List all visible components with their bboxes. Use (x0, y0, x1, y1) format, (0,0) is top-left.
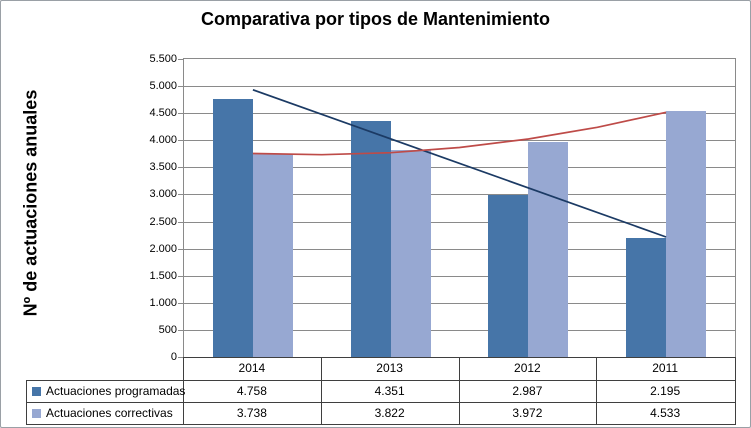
y-tick-mark (178, 329, 183, 331)
y-tick-mark (178, 248, 183, 250)
gridline (184, 140, 735, 142)
table-border-line (183, 357, 184, 425)
y-tick-mark (178, 86, 183, 88)
gridline (184, 302, 735, 304)
y-tick-label: 3.500 (149, 161, 177, 174)
bar-actuaciones-correctivas-2013 (390, 149, 431, 357)
table-value-cell: 4.533 (650, 406, 681, 420)
table-value-cell: 3.738 (236, 406, 267, 420)
y-tick-label: 2.000 (149, 242, 177, 255)
bar-actuaciones-correctivas-2014 (252, 154, 293, 357)
legend-swatch-icon (32, 386, 41, 396)
legend-item-actuaciones-correctivas: Actuaciones correctivas (32, 402, 173, 424)
gridline (184, 113, 735, 115)
y-tick-mark (178, 302, 183, 304)
gridline (184, 248, 735, 250)
y-tick-label: 500 (158, 323, 177, 336)
bar-actuaciones-correctivas-2012 (528, 141, 569, 357)
y-tick-mark (178, 140, 183, 142)
y-tick-mark (178, 113, 183, 115)
y-tick-mark (178, 194, 183, 196)
bar-actuaciones-programadas-2014 (212, 99, 253, 357)
y-tick-mark (178, 221, 183, 223)
y-tick-mark (178, 167, 183, 169)
table-border-line (26, 424, 736, 425)
bar-actuaciones-correctivas-2011 (666, 111, 707, 357)
table-value-cell: 4.351 (374, 384, 405, 398)
table-year-header: 2014 (238, 361, 266, 375)
bar-actuaciones-programadas-2011 (626, 238, 667, 357)
table-border-line (459, 357, 460, 425)
bar-actuaciones-programadas-2012 (488, 195, 529, 357)
table-value-cell: 2.195 (650, 384, 681, 398)
bar-actuaciones-programadas-2013 (350, 121, 391, 357)
y-tick-label: 4.500 (149, 107, 177, 120)
table-year-header: 2011 (652, 361, 679, 375)
trendline-actuaciones-correctivas (252, 111, 667, 156)
gridline (184, 329, 735, 331)
y-axis-title: Nº de actuaciones anuales (20, 89, 41, 317)
table-value-cell: 3.972 (512, 406, 543, 420)
gridline (184, 86, 735, 88)
table-border-line (26, 380, 27, 425)
y-tick-mark (178, 357, 183, 358)
table-border-line (26, 380, 736, 381)
y-tick-label: 3.000 (149, 188, 177, 201)
y-tick-label: 2.500 (149, 215, 177, 228)
table-year-header: 2013 (376, 361, 403, 375)
y-tick-label: 5.500 (149, 53, 177, 65)
y-tick-label: 0 (170, 351, 177, 363)
plot-area (183, 58, 736, 358)
legend-series-name: Actuaciones correctivas (46, 406, 173, 420)
table-value-cell: 4.758 (236, 384, 267, 398)
table-border-line (26, 402, 736, 403)
y-tick-label: 4.000 (149, 134, 177, 147)
y-tick-mark (178, 275, 183, 277)
table-value-cell: 2.987 (512, 384, 543, 398)
table-year-header: 2012 (514, 361, 541, 375)
chart-title: Comparativa por tipos de Mantenimiento (200, 9, 551, 29)
y-tick-label: 5.000 (149, 80, 177, 93)
table-border-line (596, 357, 597, 425)
y-tick-label: 1.500 (149, 269, 177, 282)
table-value-cell: 3.822 (374, 406, 405, 420)
legend-series-name: Actuaciones programadas (46, 384, 186, 398)
trendline-actuaciones-programadas (252, 88, 667, 238)
table-border-line (321, 357, 322, 425)
legend-item-actuaciones-programadas: Actuaciones programadas (32, 380, 185, 402)
y-tick-label: 1.000 (149, 296, 177, 309)
legend-swatch-icon (32, 408, 41, 418)
table-border-line (735, 357, 736, 425)
gridline (184, 275, 735, 277)
y-tick-mark (178, 59, 183, 60)
